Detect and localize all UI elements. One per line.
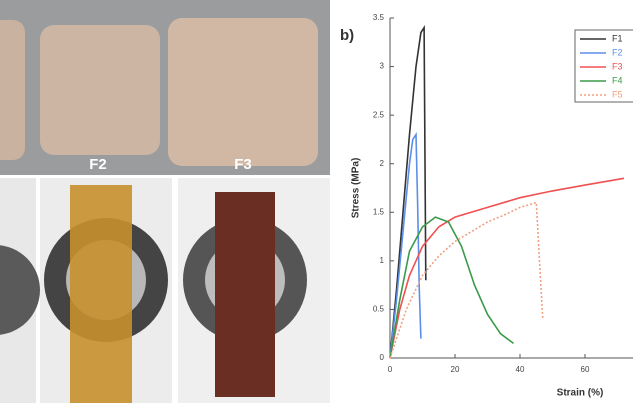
x-axis-label: Strain (%) — [557, 388, 604, 399]
sample — [0, 20, 25, 160]
y-tick-label: 1.5 — [373, 207, 385, 216]
y-tick-label: 3 — [380, 62, 385, 71]
y-tick-label: 2 — [380, 159, 385, 168]
y-tick-label: 0.5 — [373, 305, 385, 314]
photo-label: F2 — [89, 156, 107, 173]
legend-label: F5 — [612, 89, 623, 99]
series-line — [389, 201, 544, 359]
y-tick-label: 2.5 — [373, 110, 385, 119]
series-line — [389, 216, 514, 359]
series-line — [389, 25, 427, 359]
film-strip — [70, 185, 132, 403]
photos: F2 F3 — [0, 0, 330, 403]
legend-label: F1 — [612, 33, 623, 43]
sample — [168, 18, 318, 166]
y-axis-label: Stress (MPa) — [351, 158, 362, 219]
chart: b) Strain (%) Stress (MPa) 0 0.5 1 1.5 2 2.5 3… — [340, 13, 633, 399]
legend-box — [574, 29, 633, 103]
film-strip — [215, 192, 275, 397]
y-tick-label: 0 — [380, 353, 385, 362]
series-line — [389, 177, 625, 359]
legend-label: F4 — [612, 75, 623, 85]
y-tick-label: 3.5 — [373, 13, 385, 22]
x-tick-label: 20 — [451, 365, 460, 374]
series-line — [389, 132, 422, 359]
x-tick-label: 40 — [516, 365, 525, 374]
legend-label: F2 — [612, 47, 623, 57]
x-tick-label: 0 — [388, 365, 393, 374]
sample — [40, 25, 160, 155]
x-tick-label: 60 — [581, 365, 590, 374]
y-tick-label: 1 — [380, 256, 385, 265]
legend-label: F3 — [612, 61, 623, 71]
panel-label: b) — [340, 27, 354, 44]
photo-label: F3 — [234, 156, 252, 173]
seal — [0, 245, 40, 335]
